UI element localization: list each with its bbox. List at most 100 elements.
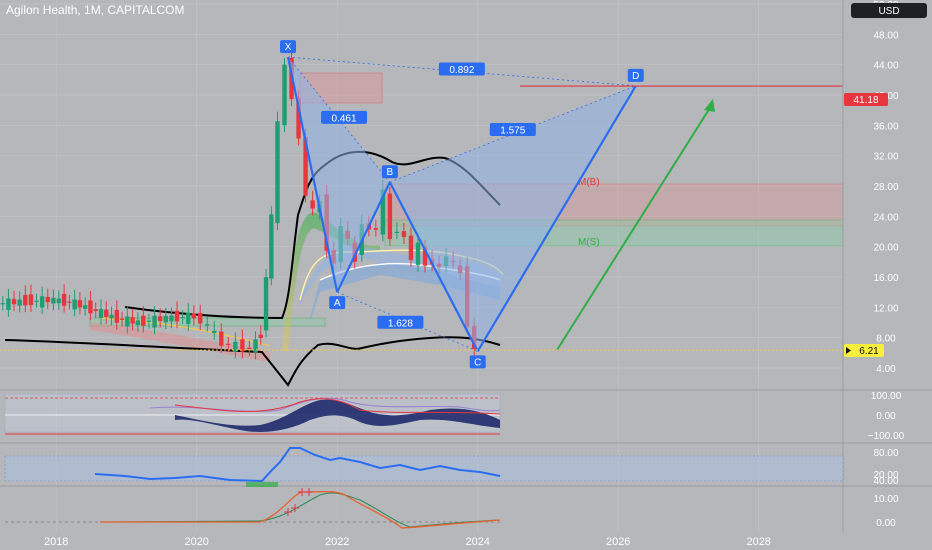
ratio-badge [438, 62, 485, 76]
candle-body [34, 300, 39, 302]
y-tick-label: 80.00 [873, 448, 898, 459]
dual-line-pane [5, 488, 501, 529]
x-tick-label: 2018 [44, 536, 68, 548]
point-label: C [474, 357, 481, 368]
candle-body [98, 308, 104, 318]
harmonic-pattern: 0.461 1.628 0.892 1.575 X A B C D [280, 40, 644, 369]
candle-body [303, 137, 308, 196]
candle-body [135, 320, 141, 325]
candle-body [212, 330, 217, 334]
x-tick-label: 2028 [746, 536, 770, 548]
y-tick-label: 36.00 [873, 121, 898, 132]
x-tick-label: 2020 [184, 536, 208, 548]
currency-button[interactable]: USD [851, 3, 927, 18]
point-label: D [632, 71, 639, 82]
ratio-label: 1.575 [500, 126, 525, 137]
current-price-label: 6.21 [859, 346, 879, 357]
candle-body [17, 299, 22, 306]
point-label: B [387, 167, 394, 178]
y-axis-oscillator: 100.00 0.00 −100.00 [868, 391, 905, 442]
candle-body [28, 294, 34, 306]
candle-body [373, 228, 379, 230]
candle-body [275, 121, 280, 224]
y-tick-label: 8.00 [876, 334, 896, 345]
candle-body [174, 310, 180, 322]
y-axis-rsi: 80.00 40.00 [873, 448, 898, 487]
candle-body [163, 315, 168, 323]
pattern-leg [476, 85, 637, 352]
point-badge [469, 355, 486, 369]
candle-body [282, 64, 287, 126]
target-price-label: 41.18 [853, 95, 878, 106]
rsi-pane [4, 447, 844, 487]
point-badge [329, 296, 346, 310]
zone-label-ms: M(S) [578, 237, 600, 248]
candle-body [51, 297, 56, 304]
candle-body [119, 318, 125, 320]
chart-title: Agilon Health, 1M, CAPITALCOM [6, 3, 185, 17]
candle-body [11, 299, 17, 305]
point-badge [280, 40, 297, 54]
candle-body [296, 98, 301, 139]
candle-body [157, 316, 163, 321]
y-tick-label: 40.00 [873, 476, 898, 487]
point-badge [381, 165, 398, 179]
y-tick-label: 12.00 [873, 303, 898, 314]
candle-body [82, 305, 88, 309]
candle-body [401, 231, 407, 238]
candle-body [191, 313, 197, 319]
y-tick-label: −100.00 [868, 431, 905, 442]
y-tick-label: 10.00 [873, 494, 898, 505]
candle-body [263, 277, 269, 331]
y-tick-label: 100.00 [871, 391, 902, 402]
candle-body [415, 242, 421, 265]
candle-body [45, 296, 50, 303]
point-badge [627, 68, 644, 82]
candle-body [104, 309, 109, 317]
zone-label-mb: M(B) [578, 177, 600, 188]
candle-body [130, 317, 135, 324]
y-tick-label: 0.00 [876, 411, 896, 422]
candle-body [114, 309, 119, 323]
y-axis-price: 4.00 8.00 12.00 16.00 20.00 24.00 28.00 32.00 36… [873, 0, 898, 375]
candle-body [88, 300, 93, 314]
candle-body [310, 200, 315, 209]
candle-body [219, 331, 224, 346]
candle-body [56, 298, 62, 304]
y-tick-label: 4.00 [876, 364, 896, 375]
candle-body [387, 193, 393, 240]
candle-body [109, 314, 114, 319]
oscillator-pane [4, 393, 501, 435]
y-tick-label: 24.00 [873, 212, 898, 223]
ratio-label: 1.628 [388, 318, 413, 329]
current-price-tag: 6.21 [844, 344, 884, 357]
candle-body [380, 189, 386, 235]
target-price-tag: 41.18 [844, 93, 888, 106]
pattern-ratio-line [287, 56, 636, 87]
pattern-ratio-line [389, 85, 636, 183]
pattern-leg [388, 181, 479, 352]
ratio-badge [321, 110, 368, 124]
candle-body [408, 235, 414, 261]
candle-body [6, 298, 11, 310]
candle-body [39, 296, 45, 308]
x-tick-label: 2026 [606, 536, 630, 548]
x-axis: 2018 2020 2022 2024 2026 2028 [44, 536, 771, 548]
pattern-leg [336, 181, 391, 293]
candle-body [198, 313, 203, 324]
candle-body [0, 303, 6, 305]
candle-body [125, 316, 130, 327]
candle-body [394, 231, 400, 234]
currency-label: USD [878, 6, 899, 17]
y-tick-label: 44.00 [873, 61, 898, 72]
candle-body [146, 320, 152, 322]
projection-arrow [556, 99, 715, 351]
pattern-triangle [389, 85, 636, 352]
ratio-label: 0.461 [332, 113, 357, 124]
x-tick-label: 2022 [325, 536, 349, 548]
y-tick-label: 48.00 [873, 30, 898, 41]
candle-body [253, 339, 258, 353]
candle-body [269, 214, 274, 279]
